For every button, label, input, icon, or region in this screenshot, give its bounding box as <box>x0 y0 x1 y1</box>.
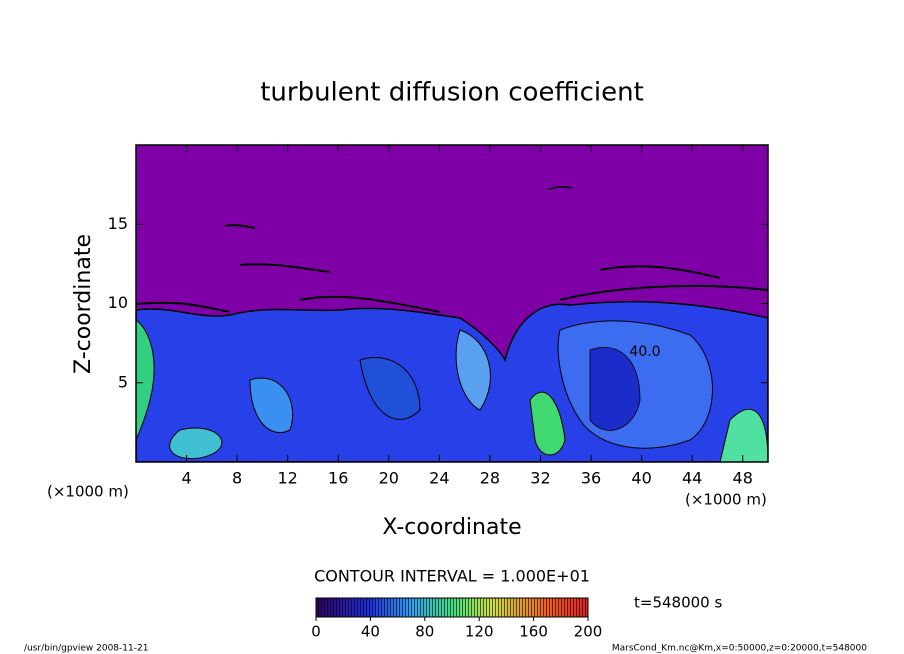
x-tick-label: 40 <box>631 469 651 488</box>
x-tick-label: 8 <box>232 469 242 488</box>
time-label: t=548000 s <box>634 594 722 612</box>
contour-field <box>136 145 768 462</box>
colorbar-tick-label: 160 <box>519 623 548 641</box>
x-tick-label: 32 <box>530 469 550 488</box>
y-tick-label: 10 <box>108 293 128 312</box>
x-tick-label: 24 <box>429 469 449 488</box>
y-axis-label: Z-coordinate <box>71 234 96 374</box>
y-tick-label: 15 <box>108 214 128 233</box>
y-tick-label: 5 <box>118 372 128 391</box>
footer-left: /usr/bin/gpview 2008-11-21 <box>24 644 148 654</box>
contour-label: 40.0 <box>629 344 660 360</box>
x-unit-left: (×1000 m) <box>47 483 129 501</box>
chart-title: turbulent diffusion coefficient <box>260 78 644 108</box>
x-unit-right: (×1000 m) <box>685 491 767 509</box>
colorbar-tick-label: 120 <box>465 623 494 641</box>
colorbar-lines <box>315 597 589 618</box>
x-tick-label: 20 <box>379 469 399 488</box>
x-axis-label: X-coordinate <box>382 515 521 540</box>
x-tick-label: 44 <box>682 469 702 488</box>
colorbar-tick-label: 80 <box>415 623 434 641</box>
colorbar-tick-label: 0 <box>311 623 321 641</box>
contour-interval: CONTOUR INTERVAL = 1.000E+01 <box>314 567 590 586</box>
x-tick-label: 36 <box>581 469 601 488</box>
colorbar-tick-label: 200 <box>574 623 603 641</box>
footer-right: MarsCond_Km.nc@Km,x=0:50000,z=0:20000,t=… <box>612 644 867 654</box>
x-tick-label: 4 <box>181 469 191 488</box>
x-tick-label: 48 <box>733 469 753 488</box>
colorbar-tick-label: 40 <box>361 623 380 641</box>
x-tick-label: 16 <box>328 469 348 488</box>
x-tick-label: 12 <box>278 469 298 488</box>
x-tick-label: 28 <box>480 469 500 488</box>
